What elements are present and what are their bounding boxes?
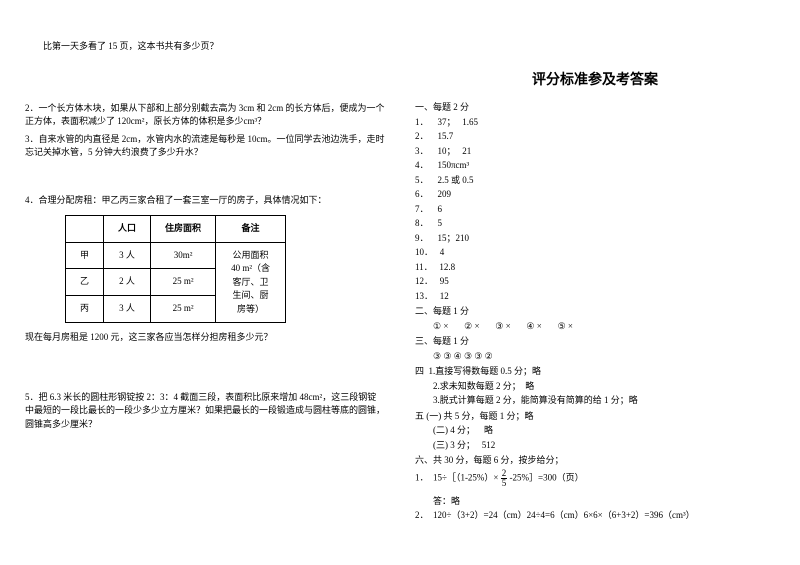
cell: 3 人 xyxy=(104,296,151,323)
cell: 甲 xyxy=(66,242,104,269)
th-blank xyxy=(66,216,104,243)
sec1-label: 一、每题 2 分 xyxy=(415,101,775,115)
question-4: 4．合理分配房租：甲乙丙三家合租了一套三室一厅的房子，具体情况如下： xyxy=(25,194,385,208)
right-column: 评分标准参及考答案 一、每题 2 分 1． 37； 1.65 2． 15.7 3… xyxy=(400,40,775,545)
q3-text: 自来水管的内直径是 2cm，水管内水的流速是每秒是 10cm。一位同学去池边洗手… xyxy=(25,134,385,158)
sec4-3: 3.脱式计算每题 2 分，能简算没有简算的给 1 分；略 xyxy=(415,394,775,408)
sec6-label: 六、共 30 分，每题 6 分，按步给分； xyxy=(415,454,775,468)
house-table: 人口 住房面积 备注 甲 3 人 30m² 公用面积 40 m²（含客厅、卫生间… xyxy=(65,215,286,323)
q4-follow: 现在每月房租是 1200 元，这三家各应当怎样分担房租多少元？ xyxy=(25,331,385,345)
cell: 25 m² xyxy=(151,269,216,296)
note-cell: 公用面积 40 m²（含客厅、卫生间、厨房等） xyxy=(216,242,286,323)
sec3-label: 三、每题 1 分 xyxy=(415,335,775,349)
ans-item: 12． 95 xyxy=(415,275,775,289)
sec6-ans: 答：略 xyxy=(415,495,775,509)
cell: 3 人 xyxy=(104,242,151,269)
q4-label: 4． xyxy=(25,195,39,205)
ans-item: 10． 4 xyxy=(415,246,775,260)
sec5-3: (三) 3 分； 512 xyxy=(415,439,775,453)
cell: 25 m² xyxy=(151,296,216,323)
opening-line: 比第一天多看了 15 页，这本书共有多少页？ xyxy=(25,40,385,54)
ans-item: 8． 5 xyxy=(415,217,775,231)
table-header-row: 人口 住房面积 备注 xyxy=(66,216,286,243)
ans-item: 3． 10； 21 xyxy=(415,145,775,159)
th-area: 住房面积 xyxy=(151,216,216,243)
sec5-2: (二) 4 分； 略 xyxy=(415,424,775,438)
sec5-label: 五 (一) 共 5 分，每题 1 分；略 xyxy=(415,410,775,424)
left-column: 比第一天多看了 15 页，这本书共有多少页？ 2．一个长方体木块，如果从下部和上… xyxy=(25,40,400,545)
th-note: 备注 xyxy=(216,216,286,243)
question-3: 3．自来水管的内直径是 2cm，水管内水的流速是每秒是 10cm。一位同学去池边… xyxy=(25,133,385,160)
question-5: 5．把 6.3 米长的圆柱形钢锭按 2：3：4 截面三段，表面积比原来增加 48… xyxy=(25,391,385,432)
ans-item: 1． 37； 1.65 xyxy=(415,116,775,130)
question-2: 2．一个长方体木块，如果从下部和上部分别截去高为 3cm 和 2cm 的长方体后… xyxy=(25,102,385,129)
cell: 乙 xyxy=(66,269,104,296)
sec4-2: 2.求未知数每题 2 分； 略 xyxy=(415,380,775,394)
cell: 2 人 xyxy=(104,269,151,296)
ans-item: 9． 15；210 xyxy=(415,232,775,246)
ans-item: 11． 12.8 xyxy=(415,261,775,275)
ans-item: 13． 12 xyxy=(415,290,775,304)
cell: 丙 xyxy=(66,296,104,323)
ans-item: 5． 2.5 或 0.5 xyxy=(415,174,775,188)
cell: 30m² xyxy=(151,242,216,269)
sec3-line: ③ ③ ④ ③ ③ ② xyxy=(415,350,775,364)
ans-item: 4． 150πcm³ xyxy=(415,159,775,173)
sec6-2: 2． 120÷（3+2）=24（cm）24÷4=6（cm）6×6×（6+3+2）… xyxy=(415,509,775,523)
sec6-1: 1． 15÷［（1-25%）× 25 -25%］=300（页） xyxy=(415,469,775,488)
q2-text: 一个长方体木块，如果从下部和上部分别截去高为 3cm 和 2cm 的长方体后，便… xyxy=(25,103,385,127)
q5-text: 把 6.3 米长的圆柱形钢锭按 2：3：4 截面三段，表面积比原来增加 48cm… xyxy=(25,392,385,429)
answer-title: 评分标准参及考答案 xyxy=(415,70,775,91)
table-row: 甲 3 人 30m² 公用面积 40 m²（含客厅、卫生间、厨房等） xyxy=(66,242,286,269)
q3-label: 3． xyxy=(25,134,39,144)
sec2-line: ① × ② × ③ × ④ × ⑤ × xyxy=(415,320,775,334)
ans-item: 2． 15.7 xyxy=(415,130,775,144)
q2-label: 2． xyxy=(25,103,39,113)
sec4-label: 四 1.直接写得数每题 0.5 分；略 xyxy=(415,365,775,379)
ans-item: 7． 6 xyxy=(415,203,775,217)
sec2-label: 二、每题 1 分 xyxy=(415,305,775,319)
ans-item: 6． 209 xyxy=(415,188,775,202)
q5-label: 5． xyxy=(25,392,39,402)
th-pop: 人口 xyxy=(104,216,151,243)
q4-text: 合理分配房租：甲乙丙三家合租了一套三室一厅的房子，具体情况如下： xyxy=(39,195,327,205)
